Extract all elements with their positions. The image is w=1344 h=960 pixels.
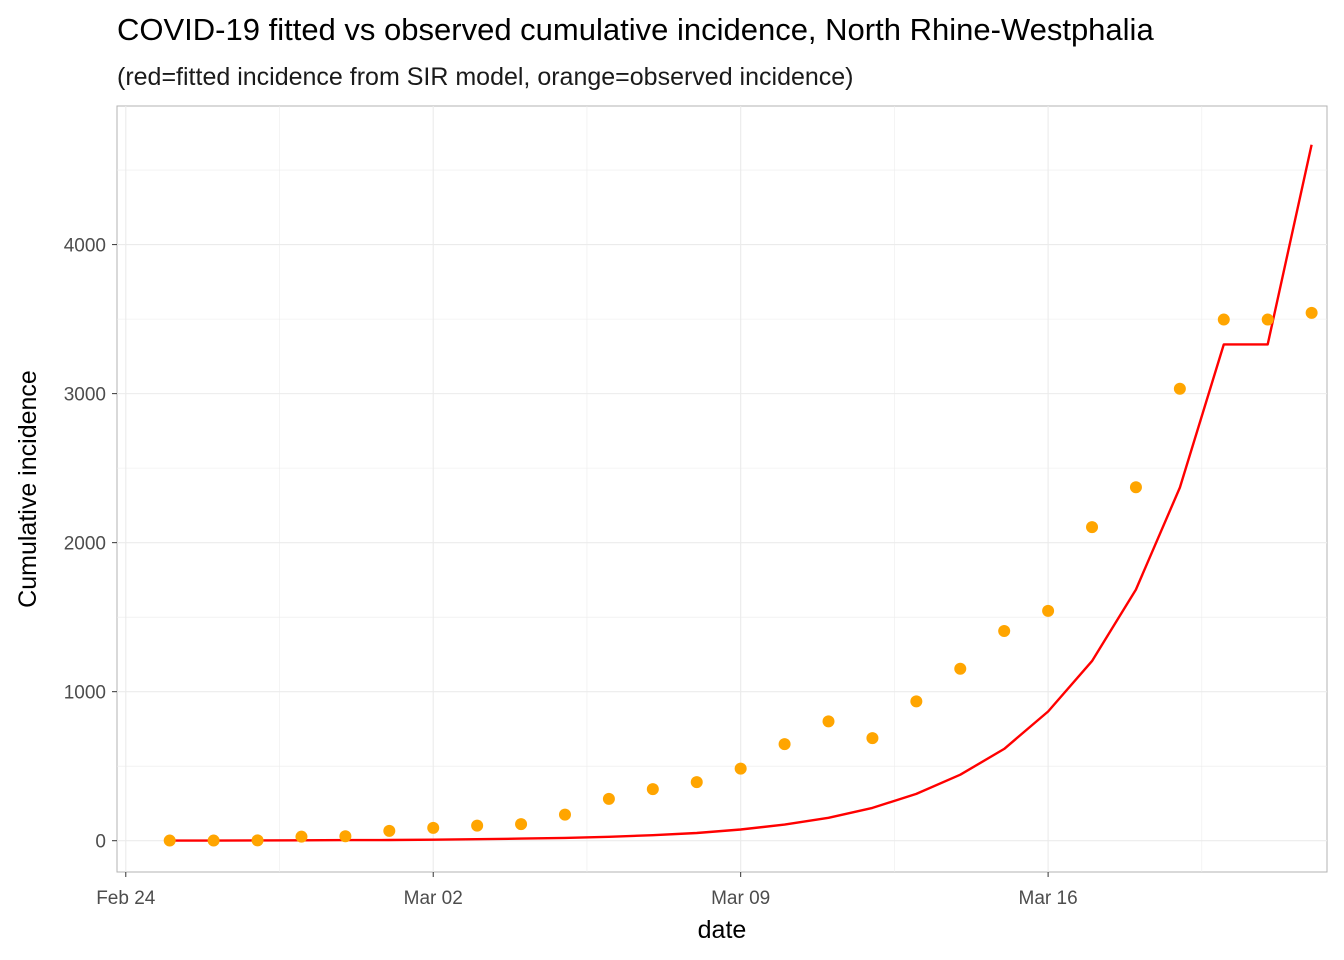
observed-incidence-point (383, 824, 396, 837)
observed-incidence-point (339, 830, 352, 843)
observed-incidence-point (1217, 313, 1230, 326)
observed-incidence-point (295, 830, 308, 843)
observed-incidence-point (163, 834, 176, 847)
observed-incidence-point (427, 821, 440, 834)
observed-incidence-point (207, 834, 220, 847)
observed-incidence-point (690, 776, 703, 789)
y-tick-label: 2000 (64, 534, 106, 555)
observed-incidence-point (778, 738, 791, 751)
observed-incidence-point (1086, 521, 1099, 534)
y-tick-label: 1000 (64, 683, 106, 704)
observed-incidence-point (1129, 481, 1142, 494)
y-tick-label: 3000 (64, 385, 106, 406)
observed-incidence-point (602, 792, 615, 805)
x-tick-label: Mar 02 (404, 888, 463, 909)
grid (117, 106, 1327, 872)
observed-incidence-point (822, 715, 835, 728)
axes: 0 1000 2000 3000 4000 Feb 24 Mar 02 Mar 09 Mar 1… (64, 236, 1078, 909)
fitted-incidence-line (169, 144, 1313, 842)
x-tick-label: Feb 24 (96, 888, 156, 909)
chart-subtitle: (red=fitted incidence from SIR model, or… (117, 63, 854, 91)
observed-incidence-point (1042, 604, 1055, 617)
observed-incidence-point (998, 625, 1011, 638)
series (163, 144, 1318, 847)
y-tick-label: 0 (95, 832, 106, 853)
observed-incidence-point (910, 695, 923, 708)
observed-incidence-point (954, 662, 967, 675)
observed-incidence-point (251, 834, 264, 847)
chart-title: COVID-19 fitted vs observed cumulative i… (117, 12, 1154, 47)
observed-incidence-point (1261, 313, 1274, 326)
observed-incidence-point (1305, 306, 1318, 319)
x-tick-label: Mar 09 (711, 888, 770, 909)
observed-incidence-point (866, 732, 879, 745)
observed-incidence-point (515, 818, 528, 831)
observed-incidence-point (558, 808, 571, 821)
x-tick-label: Mar 16 (1019, 888, 1078, 909)
observed-incidence-point (471, 819, 484, 832)
x-axis-title: date (698, 916, 747, 944)
observed-incidence-point (734, 762, 747, 775)
observed-incidence-point (646, 783, 659, 796)
y-axis-title: Cumulative incidence (14, 370, 42, 608)
y-tick-label: 4000 (64, 236, 106, 257)
observed-incidence-point (1173, 382, 1186, 395)
plot-panel (116, 105, 1328, 873)
